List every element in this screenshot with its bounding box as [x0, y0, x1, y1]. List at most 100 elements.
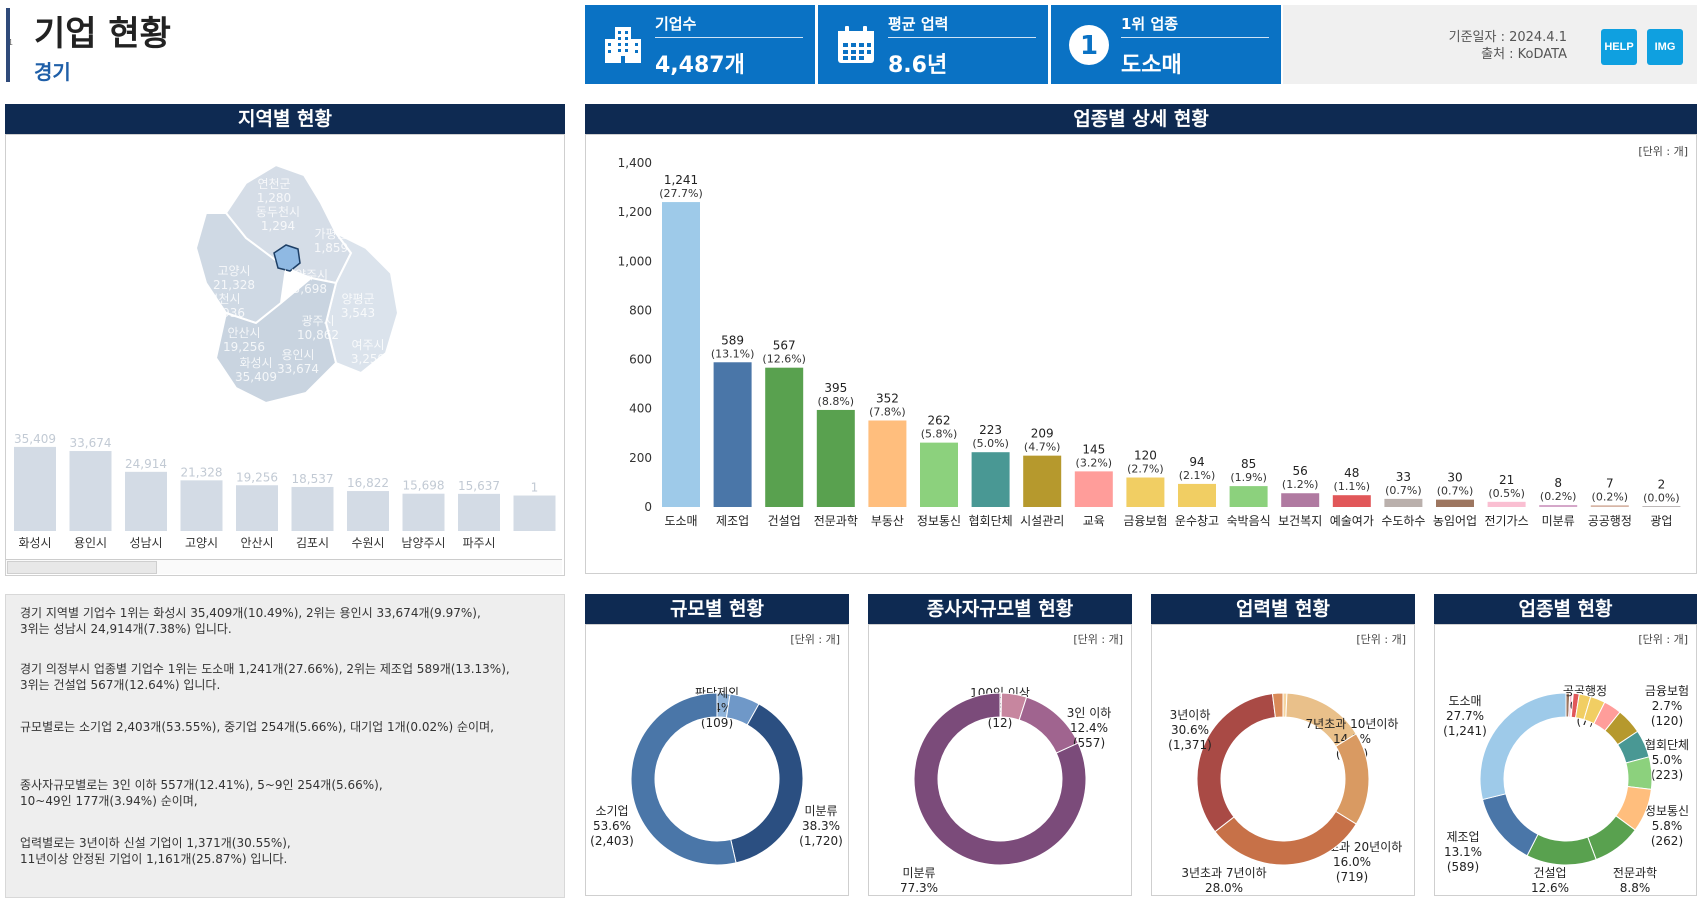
industry-bar — [1074, 471, 1113, 507]
x-category-label: 광업 — [1650, 514, 1672, 528]
region-bar-label: 용인시 — [74, 536, 107, 550]
region-bar-value: 18,537 — [292, 472, 334, 486]
x-category-label: 건설업 — [768, 514, 801, 528]
slice-name-label: 제조업 — [1446, 830, 1479, 844]
region-bar — [402, 493, 445, 531]
map-label-name: 동두천시 — [256, 204, 300, 219]
employee-donut-panel: [단위 : 개] 100인 이상0.3%(12)3인 이하12.4%(557)미… — [868, 624, 1132, 896]
x-category-label: 협회단체 — [969, 514, 1013, 528]
bar-value-label: 2 — [1658, 478, 1666, 492]
x-category-label: 숙박음식 — [1227, 514, 1271, 528]
map-label-name: 가평군 — [314, 227, 347, 241]
data-source: 출처 : KoDATA — [1481, 47, 1567, 62]
slice-pct-label: 16.0% — [1333, 855, 1371, 869]
region-bar — [180, 480, 223, 531]
industry-bar — [1590, 505, 1629, 507]
slice-count-label: (12) — [988, 716, 1013, 730]
map-label-name: 양평군 — [341, 292, 374, 306]
region-panel-title: 지역별 현황 — [5, 104, 565, 134]
region-bar-value: 24,914 — [125, 457, 167, 471]
slice-count-label: (1,371) — [1168, 738, 1212, 752]
kpi-divider — [1121, 37, 1269, 38]
page-marker: 1 — [8, 38, 14, 47]
industry-bar-chart: 0 200 400 600 800 1,000 1,200 1,400 1,241(27.7%)… — [618, 156, 1681, 528]
map-region-east — [324, 232, 400, 375]
kpi-label: 평균 업력 — [888, 15, 949, 33]
region-bar — [236, 485, 278, 531]
map-label-name: 화성시 — [239, 356, 272, 370]
help-button[interactable]: HELP — [1601, 29, 1637, 65]
image-button[interactable]: IMG — [1647, 29, 1683, 65]
slice-pct-label: 27.7% — [1446, 709, 1484, 723]
industry-bar — [971, 452, 1010, 507]
industry-bar — [1281, 493, 1320, 507]
kpi-value: 4,487개 — [655, 53, 745, 78]
region-bar — [458, 493, 500, 531]
title-accent-bar — [6, 8, 10, 82]
donut-unit: [단위 : 개] — [790, 633, 840, 646]
bar-value-label: 120 — [1134, 449, 1157, 463]
building-icon — [605, 27, 641, 63]
region-scrollbar-thumb[interactable] — [7, 561, 157, 574]
map-label-value: 21,328 — [213, 278, 255, 292]
donut-slice — [1481, 793, 1539, 857]
donut-title: 업력별 현황 — [1151, 594, 1415, 624]
kpi-label: 1위 업종 — [1121, 15, 1179, 33]
bar-value-label: 48 — [1344, 466, 1359, 480]
summary-panel: 경기 지역별 기업수 1위는 화성시 35,409개(10.49%), 2위는 … — [5, 594, 565, 898]
industry-bar — [1178, 483, 1216, 507]
industry-panel: [단위 : 개] 0 200 400 600 800 1,000 1,200 1,400 1,2… — [585, 134, 1697, 574]
slice-pct-label: 12.6% — [1531, 881, 1569, 895]
slice-count-label: (120) — [1651, 714, 1683, 728]
bar-pct-label: (8.8%) — [818, 395, 855, 408]
map-label-value: 3,259 — [351, 352, 385, 366]
region-bar-value: 19,256 — [236, 470, 278, 484]
x-category-label: 제조업 — [716, 514, 749, 528]
slice-pct-label: 8.8% — [1620, 881, 1651, 895]
industry-bar — [1229, 486, 1268, 507]
industry-bar — [920, 442, 958, 507]
bar-pct-label: (7.8%) — [869, 406, 906, 419]
bar-pct-label: (2.1%) — [1179, 469, 1216, 482]
slice-pct-label: 13.1% — [1444, 845, 1482, 859]
x-category-label: 도소매 — [664, 514, 697, 528]
industry-bar — [1436, 499, 1474, 507]
slice-pct-label: 53.6% — [593, 819, 631, 833]
donut-slice — [1526, 833, 1597, 866]
bar-value-label: 395 — [824, 381, 847, 395]
slice-name-label: 미분류 — [902, 866, 935, 880]
gyeonggi-map[interactable]: 연천군 1,280 동두천시 1,294 가평군 1,859 고양시 21,32… — [186, 153, 426, 423]
summary-line: 종사자규모별로는 3인 이하 557개(12.41%), 5~9인 254개(5… — [20, 778, 383, 792]
y-tick-label: 1,200 — [618, 205, 652, 219]
region-scrollbar[interactable] — [6, 559, 562, 574]
kpi-average-age: 평균 업력 8.6년 — [818, 5, 1048, 84]
bar-value-label: 85 — [1241, 457, 1256, 471]
kpi-value: 도소매 — [1121, 53, 1182, 78]
bar-value-label: 21 — [1499, 473, 1514, 487]
industry-bar — [1487, 501, 1526, 507]
donut-slice — [730, 703, 804, 864]
slice-pct-label: 28.0% — [1205, 881, 1243, 895]
map-label-name: 광주시 — [301, 314, 334, 328]
donut-slice — [1625, 756, 1653, 790]
slice-pct-label: 77.3% — [900, 881, 938, 895]
map-label-value: 19,256 — [223, 340, 265, 354]
slice-pct-label: 38.3% — [802, 819, 840, 833]
region-bar — [125, 471, 167, 531]
bar-value-label: 7 — [1606, 476, 1614, 490]
y-tick-label: 600 — [629, 353, 652, 367]
x-category-label: 금융보험 — [1123, 514, 1167, 528]
map-label-value: 14,936 — [203, 306, 245, 320]
meta-box: 기준일자 : 2024.4.1 출처 : KoDATA HELP IMG — [1283, 5, 1697, 84]
slice-name-label: 3년초과 7년이하 — [1181, 866, 1266, 880]
donut-title: 종사자규모별 현황 — [868, 594, 1132, 624]
slice-count-label: (2,403) — [590, 834, 634, 848]
region-bar-chart: 35,409 화성시 33,674 용인시 24,914 성남시 21,328 고양시 19,2… — [14, 432, 556, 550]
region-bar-value: 15,698 — [403, 479, 445, 493]
bar-value-label: 30 — [1447, 471, 1462, 485]
region-bar-label: 고양시 — [185, 536, 218, 550]
employee-donut-chart: 100인 이상0.3%(12)3인 이하12.4%(557)미분류77.3%(3… — [900, 686, 1111, 895]
slice-name-label: 미분류 — [804, 804, 837, 818]
age-donut-chart: 7년초과 10년이하14.1%(632)10년초과 20년이하16.0%(719… — [1168, 692, 1402, 895]
x-category-label: 보건복지 — [1278, 514, 1322, 528]
